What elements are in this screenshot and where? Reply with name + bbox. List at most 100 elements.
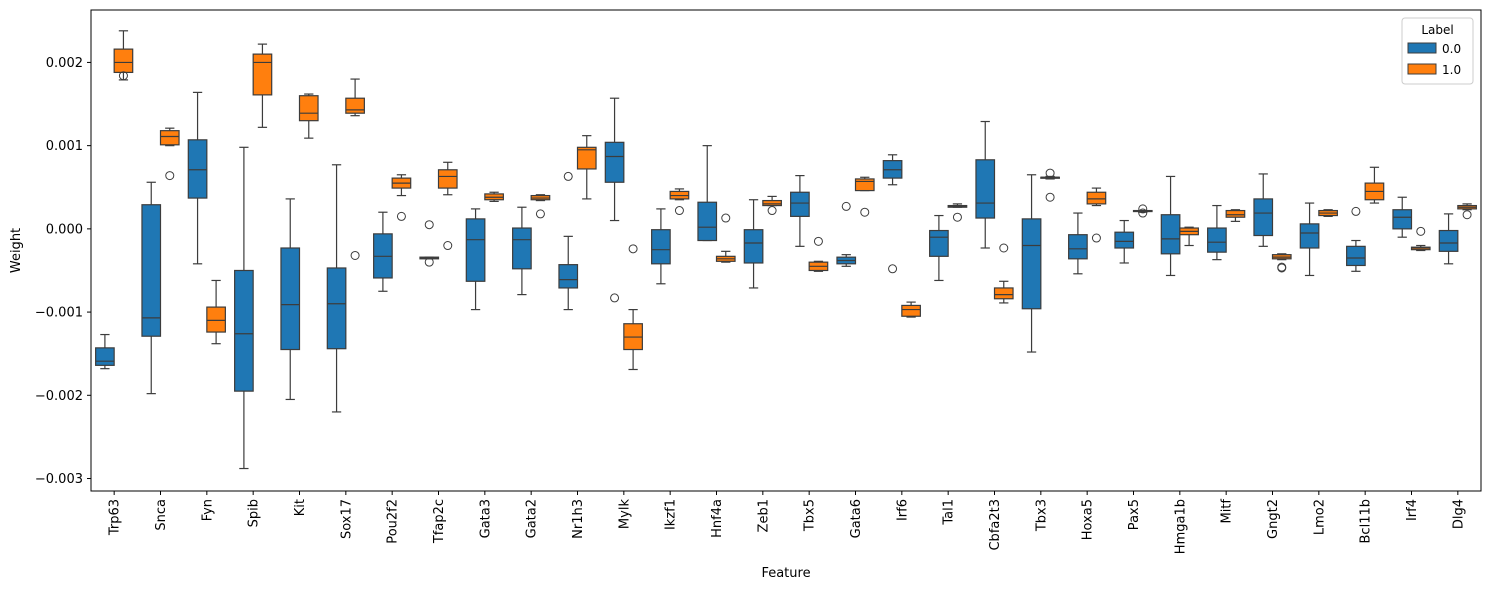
outlier-point bbox=[1138, 208, 1148, 218]
x-tick-label: Kit bbox=[293, 499, 308, 516]
legend-title: Label bbox=[1421, 23, 1453, 37]
x-tick-label: Hmga1b bbox=[1173, 499, 1188, 554]
legend: Label 0.0 1.0 bbox=[1401, 17, 1474, 85]
outlier-point bbox=[888, 264, 898, 274]
box-series bbox=[95, 30, 1477, 470]
box-Snca bbox=[141, 204, 162, 337]
outlier-point bbox=[1138, 204, 1148, 214]
x-axis-label: Feature bbox=[761, 566, 810, 581]
box-Nr1h3 bbox=[576, 146, 597, 170]
legend-label-1.0: 1.0 bbox=[1442, 63, 1461, 77]
box-Mitf bbox=[1225, 209, 1246, 218]
box-Tbx5 bbox=[790, 191, 810, 217]
x-tick-label: Pax5 bbox=[1127, 499, 1142, 530]
box-Zeb1 bbox=[743, 229, 764, 264]
outlier-point bbox=[1045, 168, 1055, 178]
legend-label-0.0: 0.0 bbox=[1442, 42, 1461, 56]
x-tick-label: Zeb1 bbox=[756, 499, 771, 532]
y-tick-label: −0.001 bbox=[35, 306, 83, 321]
x-tick-label: Irf6 bbox=[895, 499, 910, 521]
x-axis-ticks: Trp63 Snca Fyn Spib Kit Sox17 Pou2f2 Tfap2c Gata… bbox=[108, 491, 1466, 554]
box-Bcl11b bbox=[1346, 245, 1366, 267]
x-tick-label: Dlg4 bbox=[1451, 499, 1466, 529]
box-Kit bbox=[298, 95, 319, 122]
outlier-point bbox=[721, 213, 731, 223]
box-Fyn bbox=[206, 306, 226, 333]
outlier-point bbox=[860, 207, 870, 217]
legend-swatch-0.0 bbox=[1407, 42, 1437, 54]
plot-frame bbox=[90, 9, 1482, 492]
x-tick-label: Snca bbox=[154, 499, 169, 531]
box-Hnf4a bbox=[697, 201, 718, 242]
x-tick-label: Pou2f2 bbox=[386, 499, 401, 544]
x-tick-label: Tal1 bbox=[942, 499, 957, 526]
box-Mylk bbox=[604, 141, 625, 183]
x-tick-label: Fyn bbox=[200, 499, 215, 521]
box-Cbfa2t3 bbox=[975, 159, 996, 219]
box-Gngt2 bbox=[1253, 198, 1274, 237]
box-Sox17 bbox=[326, 267, 347, 350]
x-tick-label: Spib bbox=[247, 499, 262, 527]
x-tick-label: Lmo2 bbox=[1312, 499, 1327, 535]
outlier-point bbox=[118, 71, 128, 81]
box-Gata3 bbox=[465, 218, 486, 282]
box-Zeb1 bbox=[762, 199, 782, 207]
x-tick-label: Mitf bbox=[1220, 499, 1235, 524]
outlier-point bbox=[767, 206, 777, 216]
legend-swatch-1.0 bbox=[1407, 63, 1437, 75]
box-Hoxa5 bbox=[1086, 191, 1107, 205]
box-Mitf bbox=[1207, 227, 1227, 253]
box-Fyn bbox=[187, 139, 208, 199]
x-tick-label: Irf4 bbox=[1405, 499, 1420, 521]
outlier-point bbox=[1277, 263, 1287, 273]
outlier-point bbox=[674, 206, 684, 216]
x-tick-label: Gata2 bbox=[525, 499, 540, 538]
box-Hoxa5 bbox=[1068, 234, 1088, 260]
y-tick-label: 0.002 bbox=[46, 56, 83, 71]
outlier-point bbox=[841, 201, 851, 211]
box-Dlg4 bbox=[1438, 229, 1459, 252]
box-Spib bbox=[234, 269, 254, 392]
box-Hmga1b bbox=[1160, 214, 1181, 255]
y-tick-label: 0.000 bbox=[46, 222, 83, 237]
outlier-point bbox=[610, 293, 620, 303]
outlier-point bbox=[813, 236, 823, 246]
series-1.0 bbox=[113, 30, 1477, 371]
outlier-point bbox=[628, 244, 638, 254]
outlier-point bbox=[1416, 226, 1426, 236]
box-Spib bbox=[252, 53, 273, 96]
y-tick-label: 0.001 bbox=[46, 139, 83, 154]
box-Trp63 bbox=[95, 347, 115, 366]
box-Pax5 bbox=[1114, 231, 1135, 249]
outlier-point bbox=[1091, 233, 1101, 243]
box-Irf4 bbox=[1392, 209, 1413, 230]
x-tick-label: Gata6 bbox=[849, 499, 864, 538]
box-Ikzf1 bbox=[651, 229, 671, 265]
y-tick-label: −0.002 bbox=[35, 389, 83, 404]
outlier-point bbox=[443, 241, 453, 251]
outlier-point bbox=[1351, 206, 1361, 216]
box-Lmo2 bbox=[1299, 223, 1320, 249]
box-Irf6 bbox=[901, 304, 921, 317]
x-tick-label: Tbx5 bbox=[803, 499, 818, 532]
box-Tbx3 bbox=[1021, 218, 1042, 310]
x-tick-label: Ikzf1 bbox=[664, 499, 679, 530]
x-tick-label: Hoxa5 bbox=[1081, 499, 1096, 540]
box-Gata6 bbox=[854, 178, 875, 192]
outlier-point bbox=[952, 212, 962, 222]
box-Gata2 bbox=[512, 227, 532, 270]
x-tick-label: Trp63 bbox=[108, 499, 123, 536]
box-Kit bbox=[280, 247, 301, 351]
x-tick-label: Bcl11b bbox=[1359, 499, 1374, 543]
y-tick-label: −0.003 bbox=[35, 472, 83, 487]
x-tick-label: Tfap2c bbox=[432, 499, 447, 544]
outlier-point bbox=[1045, 192, 1055, 202]
x-tick-label: Nr1h3 bbox=[571, 499, 586, 539]
y-axis-label: Weight bbox=[9, 228, 24, 273]
x-tick-label: Gata3 bbox=[478, 499, 493, 538]
outlier-point bbox=[999, 243, 1009, 253]
x-tick-label: Gngt2 bbox=[1266, 499, 1281, 539]
outlier-point bbox=[396, 211, 406, 221]
box-Trp63 bbox=[113, 48, 134, 74]
